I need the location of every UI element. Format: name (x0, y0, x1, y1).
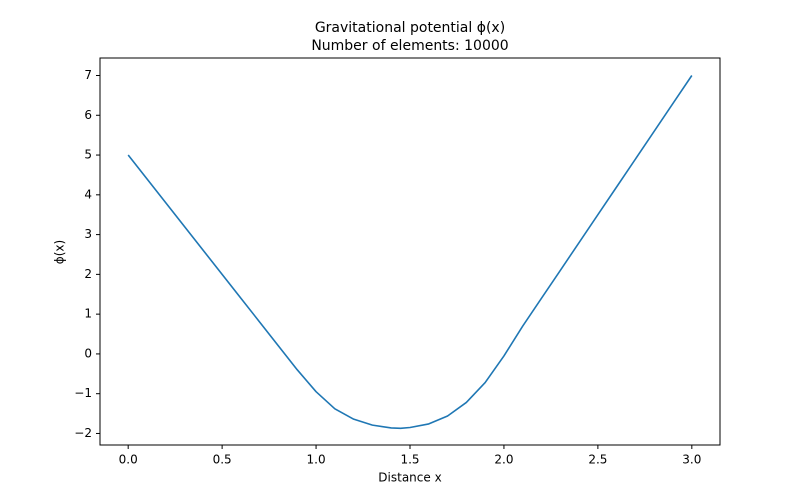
x-tick-label: 0.5 (213, 453, 232, 467)
y-tick-label: −1 (74, 386, 92, 400)
x-tick-label: 3.0 (682, 453, 701, 467)
x-tick-label: 2.5 (588, 453, 607, 467)
x-axis-label: Distance x (378, 471, 441, 485)
y-tick-label: 1 (84, 307, 92, 321)
plot-frame (99, 57, 721, 446)
y-tick-label: 2 (84, 267, 92, 281)
y-tick-label: 3 (84, 227, 92, 241)
chart-subtitle: Number of elements: 10000 (311, 38, 508, 54)
line-series (127, 75, 693, 430)
y-tick-label: 0 (84, 346, 92, 360)
y-tick-label: 7 (84, 68, 92, 82)
y-tick-label: 4 (84, 187, 92, 201)
y-tick-label: 5 (84, 148, 92, 162)
x-tick-label: 1.5 (400, 453, 419, 467)
x-tick-label: 1.0 (307, 453, 326, 467)
chart-title: Gravitational potential ϕ(x) (315, 20, 505, 36)
y-tick-label: 6 (84, 108, 92, 122)
x-tick-label: 2.0 (494, 453, 513, 467)
y-axis-label: ϕ(x) (53, 240, 67, 264)
y-tick-label: −2 (74, 426, 92, 440)
x-tick-label: 0.0 (119, 453, 138, 467)
